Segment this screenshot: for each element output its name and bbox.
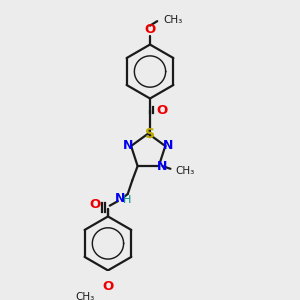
- Text: H: H: [123, 195, 131, 205]
- Text: O: O: [156, 104, 167, 117]
- Text: N: N: [123, 139, 134, 152]
- Text: S: S: [145, 128, 155, 142]
- Text: O: O: [90, 198, 101, 211]
- Text: CH₃: CH₃: [164, 15, 183, 25]
- Text: N: N: [163, 139, 173, 152]
- Text: CH₃: CH₃: [75, 292, 94, 300]
- Text: O: O: [102, 280, 114, 293]
- Text: O: O: [144, 23, 156, 36]
- Text: N: N: [157, 160, 168, 172]
- Text: CH₃: CH₃: [175, 166, 194, 176]
- Text: N: N: [116, 192, 126, 205]
